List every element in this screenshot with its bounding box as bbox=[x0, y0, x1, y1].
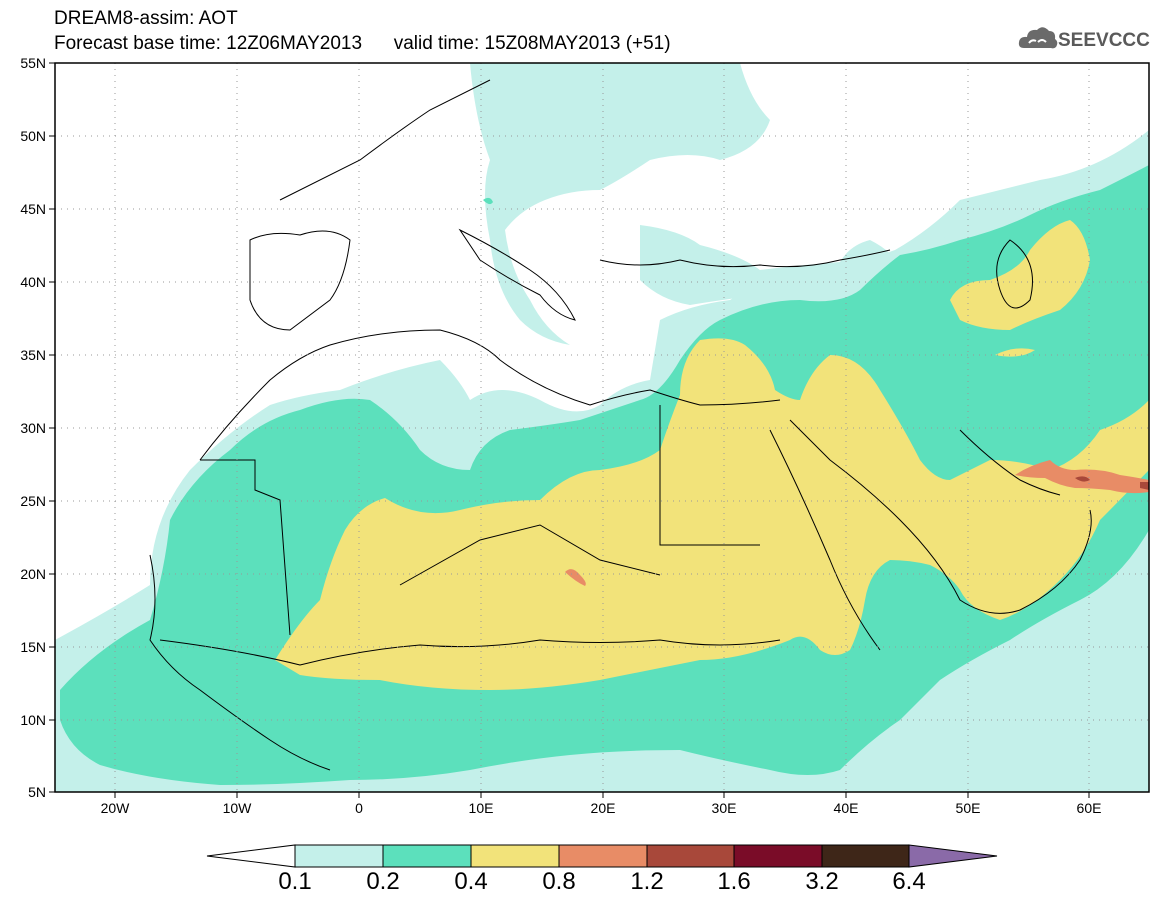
coastlines bbox=[149, 79, 1092, 771]
border-sahel bbox=[159, 639, 781, 666]
lat-label: 45N bbox=[20, 201, 46, 217]
colorbar-swatch-2 bbox=[382, 844, 472, 868]
cloud-icon bbox=[1018, 27, 1058, 49]
aot-field-0-2-carpathian bbox=[483, 197, 493, 205]
coastline-caspian bbox=[996, 239, 1033, 309]
lat-label: 35N bbox=[20, 347, 46, 363]
colorbar bbox=[206, 844, 998, 868]
colorbar-lower-arrow bbox=[206, 844, 296, 868]
aot-field-0-4-iran-south bbox=[995, 348, 1035, 357]
coastline-europe bbox=[279, 79, 491, 201]
coastline-persian-gulf bbox=[959, 429, 1061, 496]
coastline-north-africa bbox=[199, 329, 781, 461]
aot-field-0-1-europe bbox=[470, 63, 770, 345]
lon-label: 20E bbox=[590, 800, 616, 816]
colorbar-label: 1.2 bbox=[630, 868, 664, 895]
graticule bbox=[55, 63, 1149, 792]
lat-label: 25N bbox=[20, 493, 46, 509]
lon-label: 0 bbox=[355, 800, 363, 816]
lat-label: 40N bbox=[20, 274, 46, 290]
lon-label: 60E bbox=[1076, 800, 1102, 816]
border-algeria-mali bbox=[399, 524, 661, 586]
lat-label: 10N bbox=[20, 712, 46, 728]
aot-field-0-4-iran bbox=[950, 220, 1090, 330]
coastline-balkans-turkey bbox=[599, 249, 891, 268]
lon-label: 10W bbox=[222, 800, 252, 816]
colorbar-label: 0.2 bbox=[366, 868, 400, 895]
colorbar-swatch-1 bbox=[294, 844, 384, 868]
colorbar-label: 3.2 bbox=[805, 868, 839, 895]
lon-label: 50E bbox=[955, 800, 981, 816]
axis-ticks bbox=[49, 62, 1090, 798]
lon-label: 40E bbox=[833, 800, 859, 816]
border-libya-egypt bbox=[659, 405, 760, 546]
colorbar-label: 1.6 bbox=[717, 868, 751, 895]
coastline-italy bbox=[458, 228, 576, 321]
lat-label: 5N bbox=[28, 784, 46, 800]
lat-label: 55N bbox=[20, 55, 46, 71]
aot-field-0-4 bbox=[275, 338, 1149, 690]
colorbar-label: 0.1 bbox=[278, 868, 312, 895]
lon-label: 20W bbox=[100, 800, 130, 816]
colorbar-swatch-4 bbox=[558, 844, 648, 868]
colorbar-upper-arrow bbox=[908, 844, 998, 868]
lon-label: 30E bbox=[711, 800, 737, 816]
title-times: Forecast base time: 12Z06MAY2013 valid t… bbox=[54, 33, 671, 54]
title-model: DREAM8-assim: AOT bbox=[54, 8, 238, 29]
colorbar-swatch-5 bbox=[646, 844, 735, 868]
lon-label: 10E bbox=[468, 800, 494, 816]
lat-label: 50N bbox=[20, 128, 46, 144]
lat-label: 20N bbox=[20, 566, 46, 582]
coastline-arabia bbox=[789, 419, 1092, 614]
colorbar-swatch-6 bbox=[733, 844, 823, 868]
lat-label: 30N bbox=[20, 420, 46, 436]
colorbar-label: 0.4 bbox=[454, 868, 488, 895]
logo-text: SEEVCCC bbox=[1058, 30, 1150, 51]
coastline-iberia bbox=[249, 230, 351, 331]
colorbar-label: 0.8 bbox=[542, 868, 576, 895]
aot-field-1-2-gulf bbox=[1075, 476, 1149, 490]
colorbar-swatch-7 bbox=[821, 844, 910, 868]
colorbar-swatch-3 bbox=[470, 844, 560, 868]
aot-field-0-8-chad bbox=[565, 569, 586, 586]
aot-fields bbox=[55, 63, 1149, 792]
aot-field-0-1-balkans bbox=[640, 225, 900, 305]
lat-label: 15N bbox=[20, 639, 46, 655]
coastline-red-sea bbox=[769, 429, 881, 651]
colorbar-label: 6.4 bbox=[892, 868, 926, 895]
coastline-west-africa bbox=[149, 554, 331, 771]
